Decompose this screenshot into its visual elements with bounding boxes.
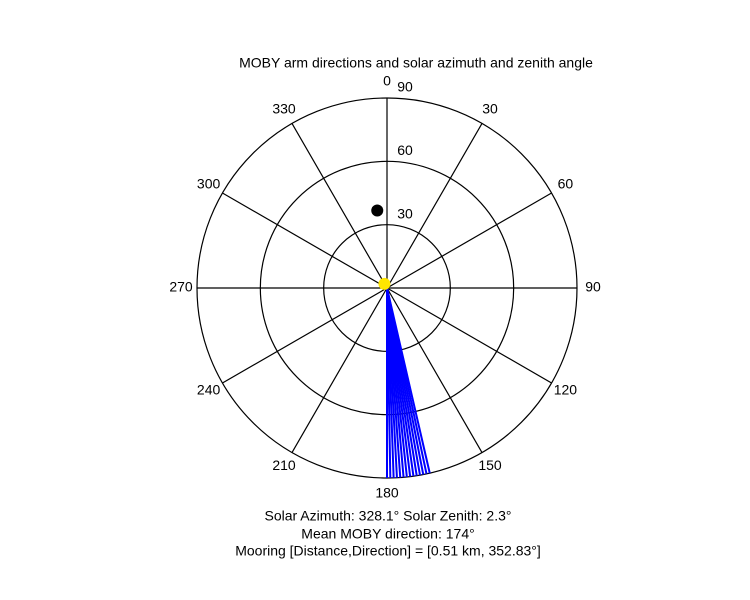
theta-tick-label: 0 <box>383 73 391 89</box>
theta-tick-label: 60 <box>558 176 574 192</box>
r-tick-label: 90 <box>397 79 413 95</box>
marks <box>371 204 431 478</box>
theta-tick-label: 180 <box>375 485 399 501</box>
chart-title: MOBY arm directions and solar azimuth an… <box>239 55 593 71</box>
theta-tick-label: 210 <box>272 457 296 473</box>
spoke <box>386 287 483 453</box>
theta-tick-label: 120 <box>554 382 578 398</box>
point <box>378 277 391 290</box>
spoke <box>386 287 552 384</box>
annotation: Mean MOBY direction: 174° <box>301 526 474 542</box>
annotation: Solar Azimuth: 328.1° Solar Zenith: 2.3° <box>265 508 512 524</box>
spoke <box>222 192 388 289</box>
point <box>371 204 384 217</box>
r-tick-label: 60 <box>397 142 413 158</box>
spoke <box>386 123 483 289</box>
theta-tick-label: 90 <box>585 279 601 295</box>
annotation: Mooring [Distance,Direction] = [0.51 km,… <box>235 543 541 559</box>
theta-tick-label: 150 <box>478 457 502 473</box>
spoke <box>386 192 552 289</box>
theta-tick-label: 330 <box>272 100 296 116</box>
spoke <box>291 287 388 453</box>
spoke <box>291 123 388 289</box>
r-tick-label: 30 <box>397 205 413 221</box>
theta-tick-label: 240 <box>197 382 221 398</box>
spoke <box>222 287 388 384</box>
theta-tick-label: 30 <box>482 100 498 116</box>
theta-tick-label: 270 <box>169 279 193 295</box>
theta-tick-label: 300 <box>197 176 221 192</box>
